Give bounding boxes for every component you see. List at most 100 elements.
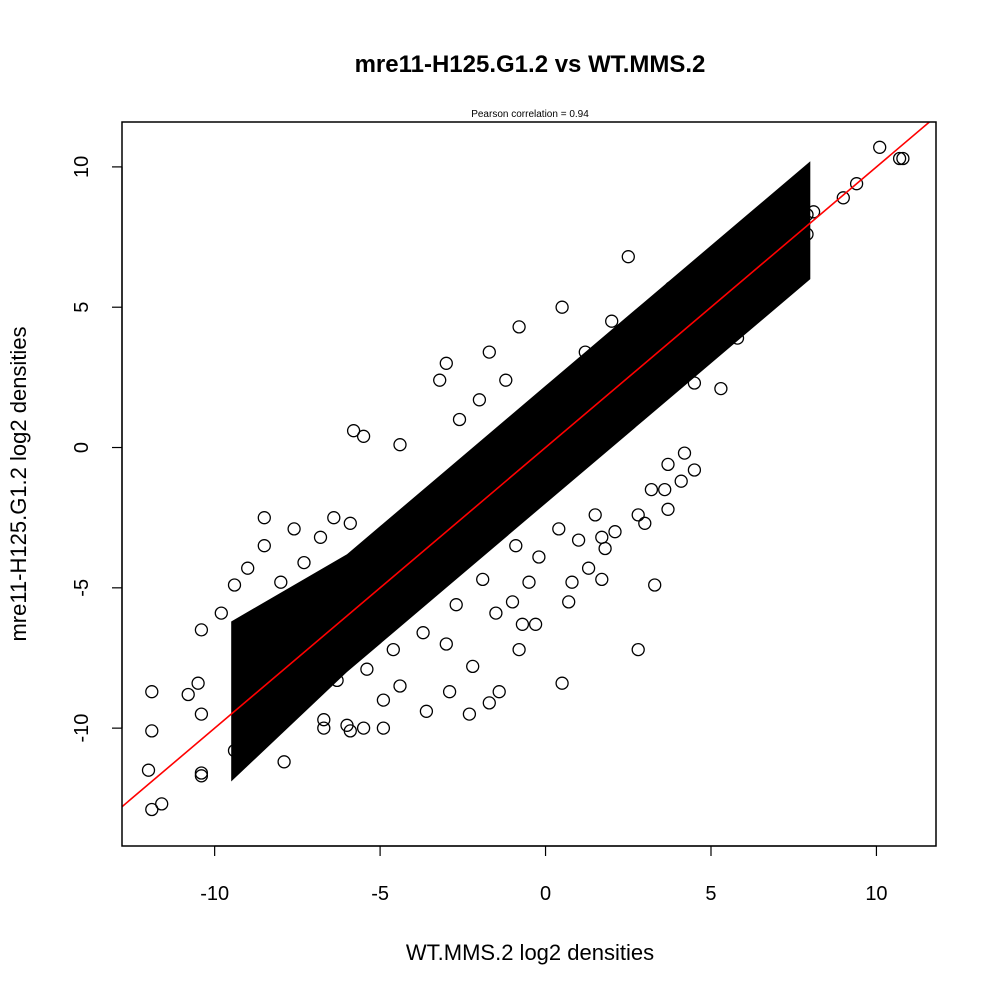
data-point: [376, 721, 391, 735]
dense-point-cloud: [231, 161, 811, 782]
fit-line: [121, 121, 930, 808]
data-point: [661, 457, 675, 472]
data-point: [522, 575, 536, 589]
data-point: [141, 763, 156, 777]
x-axis-label: WT.MMS.2 log2 densities: [406, 940, 654, 965]
data-point: [581, 561, 596, 575]
data-point: [472, 393, 487, 407]
y-tick-label: -5: [71, 579, 93, 597]
y-axis: -10 -5 0 5 10: [71, 156, 123, 743]
fit-line-layer: [121, 121, 930, 808]
data-point: [386, 642, 400, 657]
data-point: [191, 676, 205, 690]
data-point: [482, 696, 496, 710]
data-point: [356, 429, 371, 443]
data-point: [214, 606, 228, 620]
y-tick-label: -10: [71, 714, 93, 743]
data-point: [376, 693, 391, 707]
data-point: [346, 424, 361, 438]
data-point: [340, 718, 354, 732]
x-tick-label: -10: [200, 883, 229, 905]
data-point: [317, 713, 331, 727]
data-point: [714, 381, 728, 396]
data-point: [274, 575, 288, 589]
data-point: [476, 572, 490, 587]
data-point: [648, 578, 662, 592]
data-point: [892, 151, 907, 166]
data-point: [317, 721, 331, 735]
data-point: [257, 539, 271, 553]
data-point: [462, 707, 477, 721]
y-tick-label: 0: [71, 442, 93, 453]
x-axis: -10 -5 0 5 10: [200, 845, 888, 905]
data-point: [393, 679, 407, 693]
data-point: [343, 516, 357, 530]
data-point: [449, 598, 463, 612]
data-point: [836, 191, 850, 205]
data-point: [327, 511, 341, 525]
data-point: [155, 797, 169, 811]
data-point: [509, 539, 523, 553]
data-point: [661, 502, 675, 516]
y-axis-label: mre11-H125.G1.2 log2 densities: [6, 326, 31, 641]
data-point: [608, 525, 622, 539]
data-point: [393, 438, 407, 452]
data-point: [588, 508, 602, 522]
data-point: [439, 637, 453, 651]
data-point: [849, 177, 864, 191]
data-point: [512, 642, 526, 657]
data-point: [532, 550, 546, 564]
chart-subtitle: Pearson correlation = 0.94: [471, 109, 589, 120]
data-point: [605, 314, 619, 328]
data-point: [145, 685, 159, 699]
data-point: [528, 617, 543, 631]
data-point: [571, 533, 586, 547]
data-point: [416, 626, 430, 640]
data-point: [595, 530, 609, 544]
data-point: [227, 578, 242, 592]
data-point: [194, 766, 209, 780]
y-tick-label: 5: [71, 302, 93, 313]
data-point: [565, 575, 579, 589]
x-tick-label: 0: [540, 883, 551, 905]
data-point: [287, 522, 301, 536]
data-point: [552, 522, 566, 536]
data-point: [873, 140, 887, 154]
data-point: [677, 446, 692, 460]
data-point: [277, 755, 291, 769]
data-point: [297, 555, 311, 570]
data-point: [257, 511, 271, 525]
data-point: [194, 707, 209, 721]
data-point: [194, 623, 209, 637]
data-point: [598, 541, 612, 556]
data-point: [896, 151, 910, 166]
data-point: [181, 687, 195, 702]
data-point: [658, 482, 672, 497]
y-tick-label: 10: [71, 156, 93, 178]
x-tick-label: -5: [371, 883, 389, 905]
data-point: [145, 802, 159, 817]
data-point: [489, 606, 503, 620]
data-point: [482, 345, 496, 359]
data-point: [687, 463, 702, 477]
data-point: [492, 685, 506, 699]
data-point: [442, 685, 457, 699]
data-point: [313, 530, 328, 544]
x-tick-label: 5: [705, 883, 716, 905]
data-point: [466, 659, 480, 674]
data-point: [555, 676, 569, 690]
data-point: [644, 482, 659, 497]
data-point: [562, 595, 576, 609]
data-point: [555, 300, 569, 314]
data-point: [638, 516, 652, 530]
data-point: [356, 721, 371, 735]
data-point: [512, 320, 526, 334]
data-point: [241, 561, 255, 575]
data-point: [631, 642, 645, 657]
data-point: [419, 704, 434, 718]
data-point: [194, 769, 209, 783]
data-point: [674, 474, 688, 488]
data-point: [595, 572, 609, 587]
data-point: [360, 662, 374, 676]
